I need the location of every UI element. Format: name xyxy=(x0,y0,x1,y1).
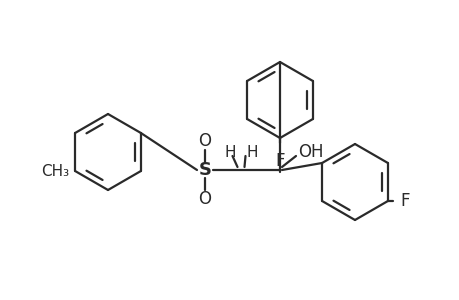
Text: S: S xyxy=(198,161,211,179)
Text: OH: OH xyxy=(297,143,323,161)
Text: CH₃: CH₃ xyxy=(41,164,69,178)
Text: H: H xyxy=(224,145,236,160)
Text: F: F xyxy=(399,192,409,210)
Text: O: O xyxy=(198,190,211,208)
Text: F: F xyxy=(274,152,284,170)
Text: H: H xyxy=(246,145,257,160)
Text: O: O xyxy=(198,132,211,150)
